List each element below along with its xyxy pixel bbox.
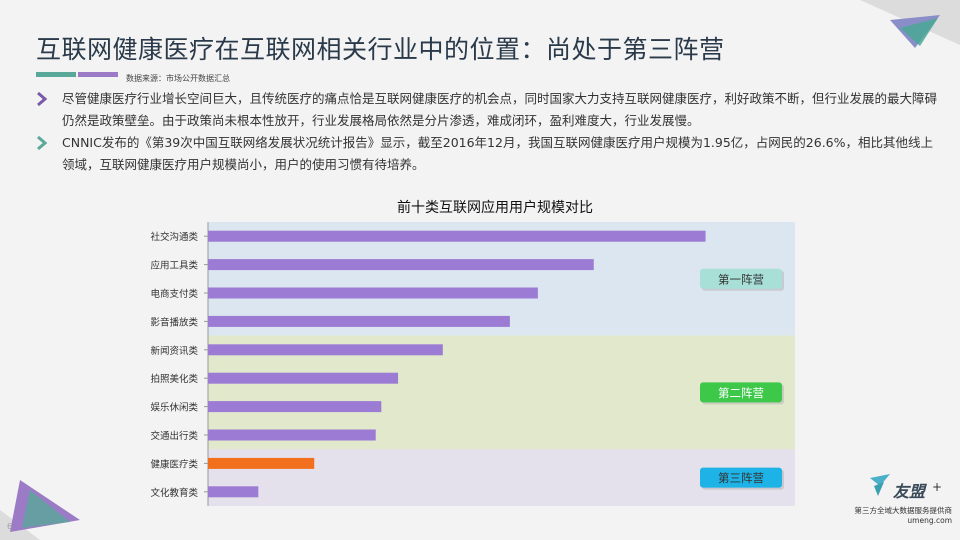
group-tag-label-1: 第一阵营: [718, 272, 764, 286]
category-label-8: 交通出行类: [150, 430, 198, 442]
bar-4: [208, 315, 510, 327]
decor-triangles-top-right: [860, 0, 960, 48]
umeng-tagline: 第三方全域大数据服务提供商: [854, 506, 953, 515]
bar-9: [208, 457, 315, 469]
chevron-bullet-icon: [37, 136, 48, 150]
umeng-logo-text: 友盟: [893, 482, 926, 501]
bar-1: [208, 230, 706, 242]
category-label-2: 应用工具类: [150, 260, 198, 272]
page-title: 互联网健康医疗在互联网相关行业中的位置：尚处于第三阵营: [36, 35, 725, 64]
group-tag-3: [700, 467, 782, 488]
category-label-1: 社交沟通类: [150, 231, 198, 243]
page-number: 6: [7, 522, 13, 531]
bar-7: [208, 401, 382, 413]
category-label-9: 健康医疗类: [150, 458, 198, 470]
category-label-3: 电商支付类: [150, 288, 198, 300]
bullet-text-2: CNNIC发布的《第39次中国互联网络发展状况统计报告》显示，截至2016年12…: [62, 135, 934, 172]
category-label-6: 拍照美化类: [150, 373, 198, 385]
decor-triangles-bottom-left: [0, 480, 80, 540]
umeng-logo-plus: +: [932, 480, 943, 494]
bar-3: [208, 287, 538, 299]
group-tag-label-2: 第二阵营: [718, 386, 764, 400]
umeng-logo-icon: [870, 474, 890, 496]
bullet-item-1: 尽管健康医疗行业增长空间巨大，且传统医疗的痛点恰是互联网健康医疗的机会点，同时国…: [36, 88, 941, 132]
chevron-bullet-icon: [37, 92, 48, 106]
category-label-7: 娱乐休闲类: [150, 402, 198, 414]
category-label-4: 影音播放类: [150, 316, 198, 328]
group-tag-2: [700, 382, 782, 403]
title-accent-bar-green: [36, 72, 76, 77]
bar-2: [208, 259, 594, 271]
bar-8: [208, 429, 376, 441]
bar-5: [208, 344, 443, 356]
group-tag-label-3: 第三阵营: [718, 471, 764, 485]
data-source-note: 数据来源：市场公开数据汇总: [126, 74, 230, 83]
bullet-item-2: CNNIC发布的《第39次中国互联网络发展状况统计报告》显示，截至2016年12…: [36, 132, 941, 176]
umeng-url: umeng.com: [907, 516, 952, 525]
group-tag-1: [700, 268, 782, 289]
bar-6: [208, 372, 399, 384]
title-accent-bar-purple: [78, 72, 118, 77]
category-label-10: 文化教育类: [150, 487, 198, 499]
chart-title: 前十类互联网应用用户规模对比: [397, 200, 593, 216]
category-label-5: 新闻资讯类: [150, 345, 198, 357]
bar-10: [208, 486, 259, 498]
bullet-text-1: 尽管健康医疗行业增长空间巨大，且传统医疗的痛点恰是互联网健康医疗的机会点，同时国…: [62, 91, 938, 128]
